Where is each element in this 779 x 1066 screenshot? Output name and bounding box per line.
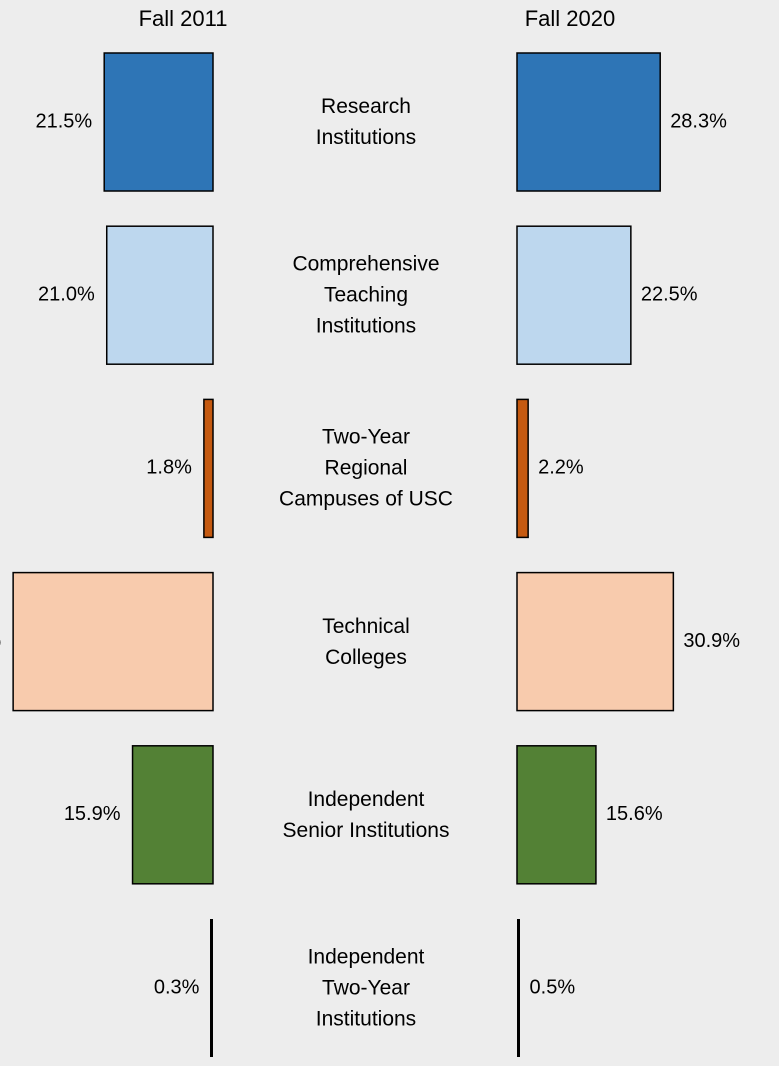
value-label: 0.5% xyxy=(530,976,576,998)
bar xyxy=(105,225,214,365)
bar xyxy=(517,919,520,1057)
value-label: 0.3% xyxy=(154,976,200,998)
bar xyxy=(210,919,213,1057)
value-label: 15.9% xyxy=(64,803,121,825)
bar xyxy=(12,571,214,712)
bar xyxy=(103,52,214,192)
series-header: Fall 2020 xyxy=(525,6,616,31)
value-label: 2.2% xyxy=(538,457,584,479)
value-label: 22.5% xyxy=(641,283,698,305)
bar xyxy=(131,745,214,885)
category-label: Two-Year Regional Campuses of USC xyxy=(279,425,453,511)
category-label: Independent Two-Year Institutions xyxy=(307,945,425,1031)
category-label: Technical Colleges xyxy=(322,614,410,669)
value-label: 30.9% xyxy=(683,630,740,652)
value-label: 21.5% xyxy=(35,110,92,132)
category-label: Research Institutions xyxy=(315,95,417,149)
bar xyxy=(516,225,632,365)
value-label: 21.0% xyxy=(38,283,95,305)
series-header: Fall 2011 xyxy=(139,6,228,31)
value-label: 15.6% xyxy=(606,803,663,825)
category-label: Independent Senior Institutions xyxy=(282,787,450,842)
value-label: 39.5% xyxy=(0,630,1,652)
bar xyxy=(203,398,214,539)
category-label: Comprehensive Teaching Institutions xyxy=(292,252,440,338)
bar xyxy=(516,52,661,192)
bar xyxy=(516,571,675,712)
value-label: 1.8% xyxy=(146,457,192,479)
bar xyxy=(516,398,529,539)
value-label: 28.3% xyxy=(670,110,727,132)
bar xyxy=(516,745,597,885)
